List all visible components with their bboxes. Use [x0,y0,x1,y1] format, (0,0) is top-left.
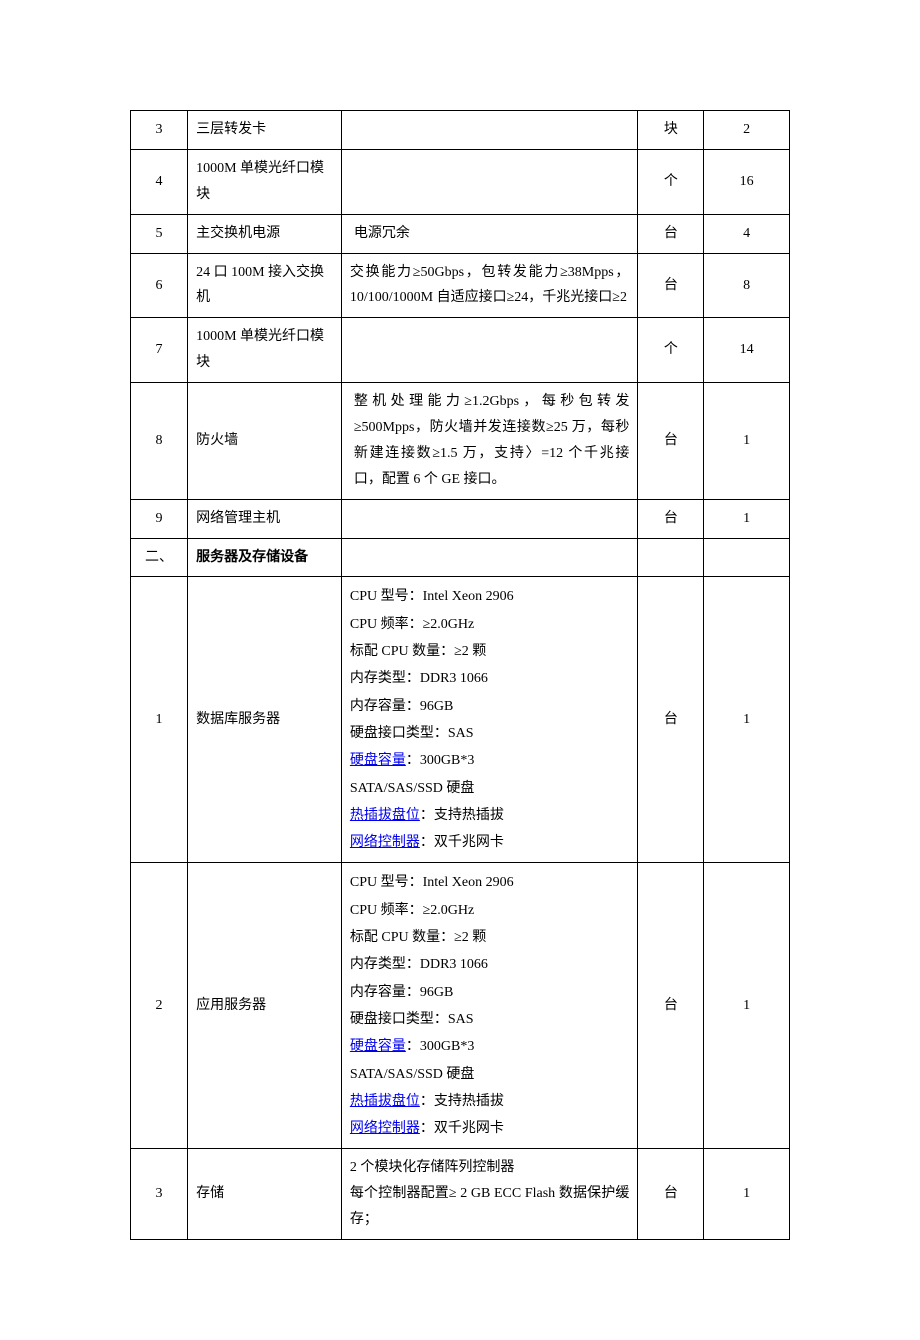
spec-line: CPU 频率：≥2.0GHz [350,617,474,632]
spec-text: ：支持热插拔 [420,1094,504,1109]
spec-link[interactable]: 网络控制器 [350,835,420,850]
cell-spec [341,318,638,383]
table-row: 5 主交换机电源 电源冗余 台 4 [131,214,790,253]
cell-qty: 1 [704,863,790,1149]
spec-text: ：300GB*3 [406,753,474,768]
cell-name: 24 口 100M 接入交换机 [188,253,342,318]
cell-spec: 整机处理能力≥1.2Gbps，每秒包转发≥500Mpps，防火墙并发连接数≥25… [341,383,638,500]
cell-num: 5 [131,214,188,253]
cell-unit: 台 [638,1149,704,1240]
spec-line: SATA/SAS/SSD 硬盘 [350,1067,475,1082]
cell-unit: 个 [638,318,704,383]
cell-unit [638,538,704,577]
cell-name: 防火墙 [188,383,342,500]
cell-name: 主交换机电源 [188,214,342,253]
spec-line: 标配 CPU 数量：≥2 颗 [350,930,486,945]
cell-name: 1000M 单模光纤口模块 [188,149,342,214]
cell-num: 2 [131,863,188,1149]
spec-link[interactable]: 热插拔盘位 [350,1094,420,1109]
cell-qty: 1 [704,383,790,500]
cell-name: 数据库服务器 [188,577,342,863]
spec-line: CPU 频率：≥2.0GHz [350,903,474,918]
cell-spec: 交换能力≥50Gbps，包转发能力≥38Mpps，10/100/1000M 自适… [341,253,638,318]
cell-unit: 台 [638,499,704,538]
table-row: 6 24 口 100M 接入交换机 交换能力≥50Gbps，包转发能力≥38Mp… [131,253,790,318]
cell-unit: 个 [638,149,704,214]
cell-num: 9 [131,499,188,538]
cell-name: 三层转发卡 [188,111,342,150]
spec-line: CPU 型号：Intel Xeon 2906 [350,589,514,604]
cell-spec-server: CPU 型号：Intel Xeon 2906 CPU 频率：≥2.0GHz 标配… [341,577,638,863]
table-row-section: 二、 服务器及存储设备 [131,538,790,577]
cell-name: 服务器及存储设备 [188,538,342,577]
table-body: 3 三层转发卡 块 2 4 1000M 单模光纤口模块 个 16 5 主交换机电… [131,111,790,1240]
spec-line: 标配 CPU 数量：≥2 颗 [350,644,486,659]
cell-qty: 1 [704,1149,790,1240]
cell-spec-server: CPU 型号：Intel Xeon 2906 CPU 频率：≥2.0GHz 标配… [341,863,638,1149]
table-row: 7 1000M 单模光纤口模块 个 14 [131,318,790,383]
cell-unit: 台 [638,863,704,1149]
cell-spec-storage: 2 个模块化存储阵列控制器 每个控制器配置≥ 2 GB ECC Flash 数据… [341,1149,638,1240]
table-row: 8 防火墙 整机处理能力≥1.2Gbps，每秒包转发≥500Mpps，防火墙并发… [131,383,790,500]
spec-line: 内存类型：DDR3 1066 [350,671,488,686]
cell-unit: 台 [638,214,704,253]
spec-link[interactable]: 硬盘容量 [350,753,406,768]
spec-text: ：双千兆网卡 [420,1121,504,1136]
cell-num: 3 [131,1149,188,1240]
spec-line: 2 个模块化存储阵列控制器 [350,1160,515,1175]
cell-num: 8 [131,383,188,500]
cell-name: 1000M 单模光纤口模块 [188,318,342,383]
spec-line: 硬盘接口类型：SAS [350,1012,474,1027]
spec-line: 内存容量：96GB [350,699,453,714]
cell-unit: 块 [638,111,704,150]
cell-qty: 16 [704,149,790,214]
cell-name: 存储 [188,1149,342,1240]
cell-spec [341,538,638,577]
spec-text: ：支持热插拔 [420,808,504,823]
table-row: 4 1000M 单模光纤口模块 个 16 [131,149,790,214]
cell-spec [341,149,638,214]
spec-text: ：300GB*3 [406,1039,474,1054]
table-row: 3 三层转发卡 块 2 [131,111,790,150]
cell-num: 4 [131,149,188,214]
cell-qty: 14 [704,318,790,383]
equipment-table: 3 三层转发卡 块 2 4 1000M 单模光纤口模块 个 16 5 主交换机电… [130,110,790,1240]
spec-line: 硬盘接口类型：SAS [350,726,474,741]
cell-qty: 1 [704,577,790,863]
spec-line: SATA/SAS/SSD 硬盘 [350,781,475,796]
spec-link[interactable]: 热插拔盘位 [350,808,420,823]
cell-unit: 台 [638,383,704,500]
cell-qty: 2 [704,111,790,150]
cell-spec [341,499,638,538]
cell-num: 1 [131,577,188,863]
page-container: 3 三层转发卡 块 2 4 1000M 单模光纤口模块 个 16 5 主交换机电… [0,0,920,1340]
table-row: 9 网络管理主机 台 1 [131,499,790,538]
cell-qty: 4 [704,214,790,253]
cell-num: 二、 [131,538,188,577]
cell-qty: 1 [704,499,790,538]
cell-name: 网络管理主机 [188,499,342,538]
cell-unit: 台 [638,253,704,318]
cell-num: 7 [131,318,188,383]
spec-link[interactable]: 硬盘容量 [350,1039,406,1054]
spec-link[interactable]: 网络控制器 [350,1121,420,1136]
cell-num: 6 [131,253,188,318]
table-row: 2 应用服务器 CPU 型号：Intel Xeon 2906 CPU 频率：≥2… [131,863,790,1149]
table-row: 1 数据库服务器 CPU 型号：Intel Xeon 2906 CPU 频率：≥… [131,577,790,863]
spec-text: ：双千兆网卡 [420,835,504,850]
cell-qty: 8 [704,253,790,318]
spec-line: 每个控制器配置≥ 2 GB ECC Flash 数据保护缓存； [350,1186,630,1227]
cell-num: 3 [131,111,188,150]
cell-qty [704,538,790,577]
spec-line: 内存容量：96GB [350,985,453,1000]
table-row: 3 存储 2 个模块化存储阵列控制器 每个控制器配置≥ 2 GB ECC Fla… [131,1149,790,1240]
spec-line: 内存类型：DDR3 1066 [350,957,488,972]
cell-name: 应用服务器 [188,863,342,1149]
cell-spec [341,111,638,150]
spec-line: CPU 型号：Intel Xeon 2906 [350,875,514,890]
cell-unit: 台 [638,577,704,863]
cell-spec: 电源冗余 [341,214,638,253]
